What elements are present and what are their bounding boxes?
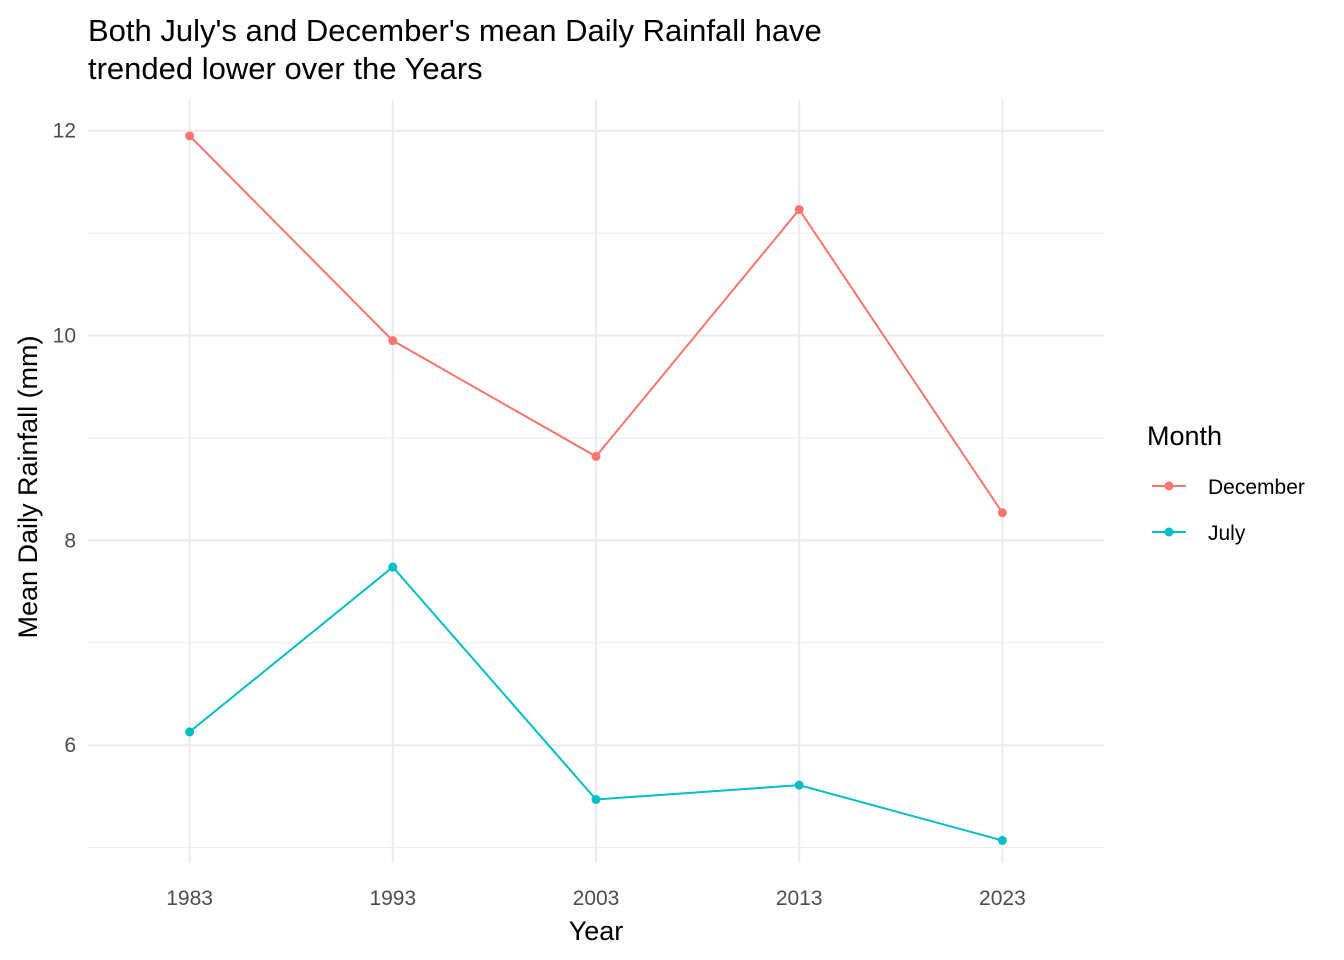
data-point-july bbox=[794, 780, 804, 790]
data-point-december bbox=[185, 131, 195, 141]
data-point-july bbox=[388, 562, 398, 572]
legend-key-point-december bbox=[1164, 481, 1174, 491]
x-tick-label: 2023 bbox=[979, 887, 1026, 910]
y-axis-title: Mean Daily Rainfall (mm) bbox=[13, 335, 43, 638]
y-tick-label: 12 bbox=[53, 120, 76, 143]
grid bbox=[88, 100, 1104, 863]
chart-title-line-1: Both July's and December's mean Daily Ra… bbox=[88, 13, 822, 48]
data-point-december bbox=[591, 451, 601, 461]
x-axis-title: Year bbox=[569, 916, 624, 946]
series-group bbox=[185, 131, 1007, 845]
legend-label-july: July bbox=[1208, 522, 1246, 545]
data-point-july bbox=[591, 795, 601, 805]
data-point-december bbox=[794, 205, 804, 215]
chart-title-line-2: trended lower over the Years bbox=[88, 51, 483, 86]
legend-title: Month bbox=[1147, 421, 1222, 451]
data-point-july bbox=[185, 727, 195, 737]
x-tick-label: 1993 bbox=[369, 887, 416, 910]
x-tick-label: 2003 bbox=[573, 887, 620, 910]
y-tick-label: 8 bbox=[64, 529, 76, 552]
data-point-december bbox=[388, 336, 398, 346]
legend-label-december: December bbox=[1208, 476, 1305, 499]
y-axis-ticks: 6 8 10 12 bbox=[53, 120, 76, 757]
x-tick-label: 2013 bbox=[776, 887, 823, 910]
x-axis-ticks: 1983 1993 2003 2013 2023 bbox=[166, 887, 1026, 910]
y-tick-label: 6 bbox=[64, 734, 76, 757]
data-point-december bbox=[997, 508, 1007, 518]
x-tick-label: 1983 bbox=[166, 887, 213, 910]
legend-key-point-july bbox=[1164, 527, 1174, 537]
data-point-july bbox=[997, 835, 1007, 845]
legend: Month December July bbox=[1147, 421, 1305, 545]
y-tick-label: 10 bbox=[53, 325, 76, 348]
